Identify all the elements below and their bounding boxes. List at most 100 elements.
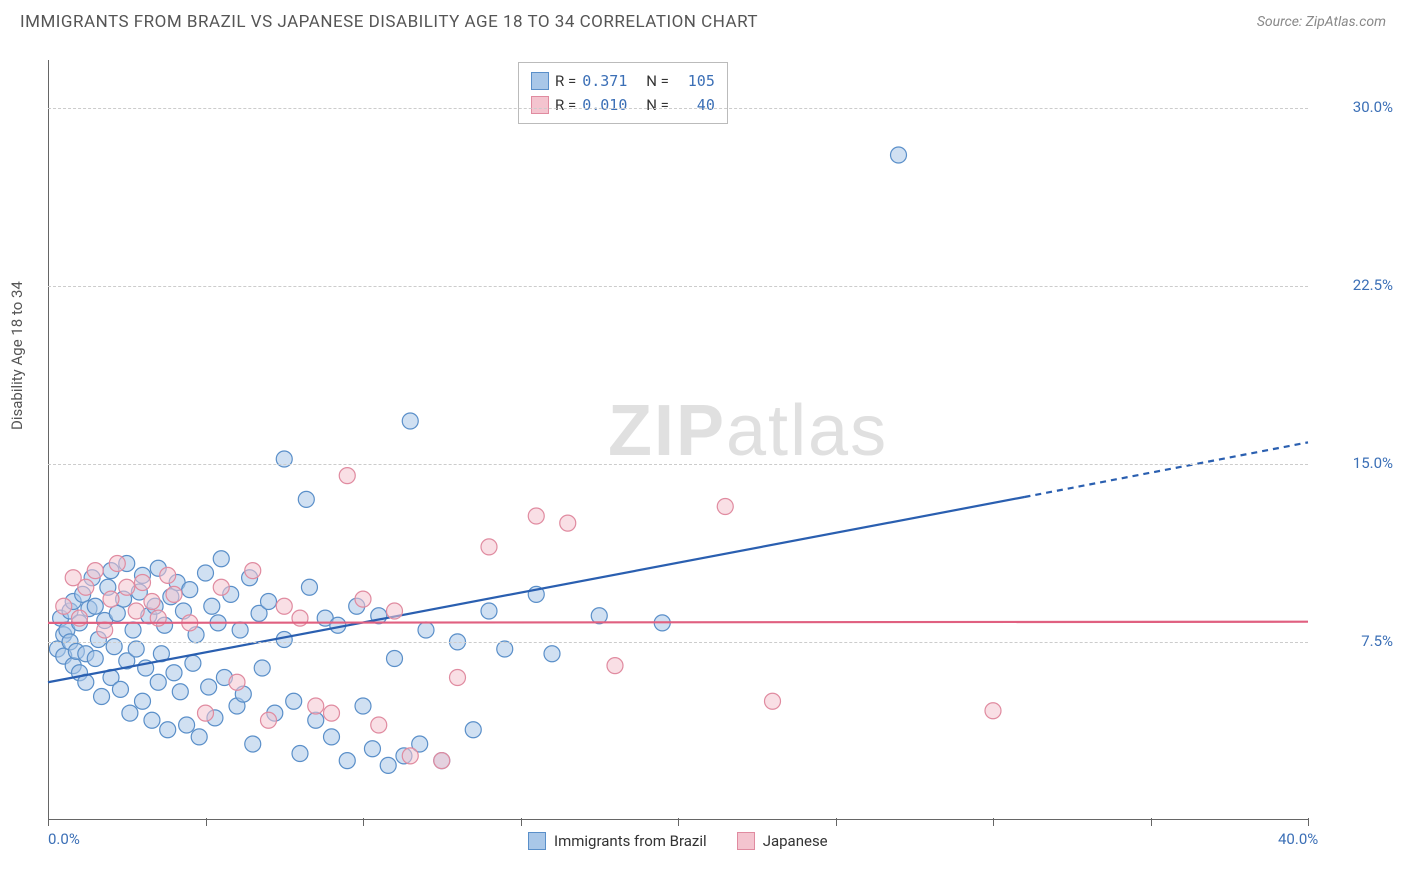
stat-n-value: 105 (675, 69, 715, 93)
series-legend-item: Immigrants from Brazil (528, 832, 707, 850)
gridline (48, 642, 1308, 643)
scatter-point (201, 679, 217, 695)
scatter-point (160, 722, 176, 738)
source-attribution: Source: ZipAtlas.com (1257, 14, 1386, 30)
scatter-point (528, 508, 544, 524)
scatter-point (544, 646, 560, 662)
scatter-point (261, 712, 277, 728)
scatter-point (112, 681, 128, 697)
scatter-point (276, 598, 292, 614)
scatter-point (213, 579, 229, 595)
scatter-point (301, 579, 317, 595)
trend-line-extrap (1025, 442, 1309, 497)
scatter-point (135, 575, 151, 591)
scatter-point (56, 598, 72, 614)
stat-r-label: R = (555, 93, 576, 117)
y-tick-label: 7.5% (1323, 632, 1393, 650)
x-tick (363, 818, 364, 826)
scatter-point (94, 689, 110, 705)
legend-swatch (737, 832, 755, 850)
scatter-point (560, 515, 576, 531)
scatter-point (125, 622, 141, 638)
scatter-point (891, 147, 907, 163)
scatter-point (765, 693, 781, 709)
scatter-point (109, 605, 125, 621)
x-tick (521, 818, 522, 826)
x-tick (836, 818, 837, 826)
stat-n-value: 40 (675, 93, 715, 117)
scatter-point (324, 705, 340, 721)
scatter-point (87, 563, 103, 579)
scatter-point (179, 717, 195, 733)
scatter-point (402, 413, 418, 429)
scatter-point (160, 567, 176, 583)
scatter-point (166, 665, 182, 681)
scatter-point (465, 722, 481, 738)
scatter-point (261, 594, 277, 610)
stat-r-value: 0.010 (582, 93, 640, 117)
scatter-point (150, 674, 166, 690)
series-legend: Immigrants from Brazil Japanese (528, 832, 828, 850)
stats-legend-row: R =0.371N =105 (531, 69, 715, 93)
scatter-point (402, 748, 418, 764)
scatter-point (286, 693, 302, 709)
stat-n-label: N = (646, 69, 669, 93)
scatter-point (185, 655, 201, 671)
legend-swatch (531, 72, 549, 90)
scatter-point (371, 717, 387, 733)
scatter-point (254, 660, 270, 676)
stat-r-label: R = (555, 69, 576, 93)
scatter-point (717, 499, 733, 515)
scatter-point (450, 670, 466, 686)
y-tick-label: 22.5% (1323, 276, 1393, 294)
series-legend-label: Immigrants from Brazil (554, 832, 707, 850)
stat-n-label: N = (646, 93, 669, 117)
trend-line (48, 622, 1308, 623)
scatter-point (229, 674, 245, 690)
x-tick (48, 818, 49, 826)
series-legend-item: Japanese (737, 832, 828, 850)
scatter-point (87, 598, 103, 614)
scatter-point (308, 712, 324, 728)
scatter-point (166, 586, 182, 602)
scatter-point (380, 757, 396, 773)
scatter-point (204, 598, 220, 614)
scatter-point (339, 468, 355, 484)
scatter-point (339, 753, 355, 769)
scatter-point (497, 641, 513, 657)
scatter-point (481, 603, 497, 619)
scatter-point (198, 565, 214, 581)
scatter-point (434, 753, 450, 769)
scatter-point (985, 703, 1001, 719)
series-legend-label: Japanese (763, 832, 828, 850)
scatter-point (213, 551, 229, 567)
scatter-point (364, 741, 380, 757)
gridline (48, 464, 1308, 465)
y-axis-label: Disability Age 18 to 34 (8, 281, 26, 430)
scatter-point (298, 491, 314, 507)
x-tick (1151, 818, 1152, 826)
scatter-point (128, 603, 144, 619)
scatter-point (292, 746, 308, 762)
y-tick-label: 15.0% (1323, 454, 1393, 472)
x-tick (1308, 818, 1309, 826)
scatter-point (103, 591, 119, 607)
scatter-point (387, 603, 403, 619)
scatter-point (87, 651, 103, 667)
legend-swatch (531, 96, 549, 114)
scatter-point (308, 698, 324, 714)
x-tick-label: 40.0% (1278, 830, 1318, 848)
scatter-point (245, 736, 261, 752)
stats-legend: R =0.371N =105R =0.010N =40 (518, 62, 728, 124)
scatter-point (122, 705, 138, 721)
scatter-point (324, 729, 340, 745)
scatter-point (198, 705, 214, 721)
scatter-point (607, 658, 623, 674)
scatter-point (78, 579, 94, 595)
x-tick (206, 818, 207, 826)
scatter-point (128, 641, 144, 657)
scatter-point (232, 622, 248, 638)
scatter-point (245, 563, 261, 579)
y-tick-label: 30.0% (1323, 98, 1393, 116)
legend-swatch (528, 832, 546, 850)
